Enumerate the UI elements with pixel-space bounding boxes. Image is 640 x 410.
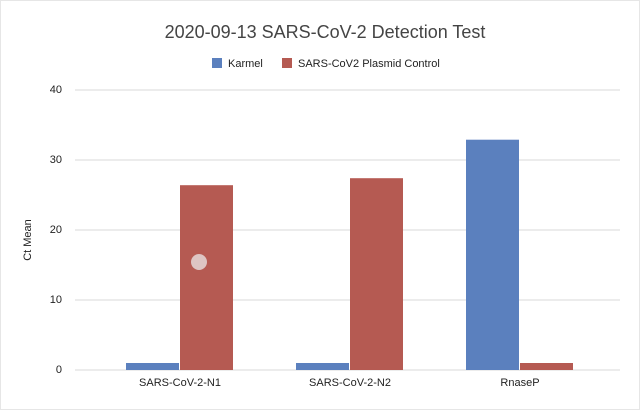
bar [466,139,519,370]
legend-swatch [212,58,222,68]
plot-area: 0 10 20 30 40 Karmel SARS-CoV2 Plasmid Control… [50,58,620,389]
bar [350,178,403,370]
y-tick-label: 10 [50,294,62,306]
legend-label: SARS-CoV2 Plasmid Control [298,58,440,70]
bar [520,363,573,370]
bar [126,363,179,370]
legend-label: Karmel [228,58,263,70]
legend-swatch [282,58,292,68]
x-tick-label: RnaseP [500,377,539,389]
bar [180,185,233,370]
y-tick-label: 40 [50,84,62,96]
x-tick-label: SARS-CoV-2-N1 [139,377,221,389]
y-tick-label: 20 [50,224,62,236]
bar [296,363,349,370]
chart-title: 2020-09-13 SARS-CoV-2 Detection Test [165,22,486,42]
cursor-dot [191,254,207,270]
y-tick-label: 30 [50,154,62,166]
y-axis-label: Ct Mean [22,219,34,261]
x-tick-label: SARS-CoV-2-N2 [309,377,391,389]
y-tick-label: 0 [56,364,62,376]
